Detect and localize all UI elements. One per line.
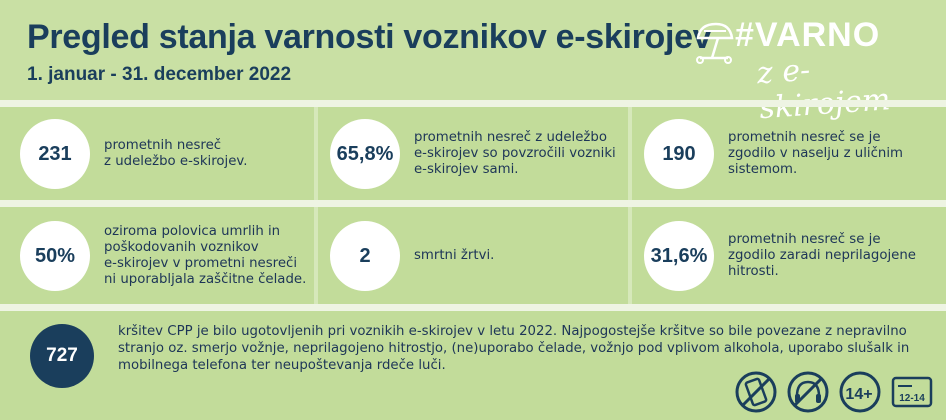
stat-description: prometnih nesreč se je zgodilo zaradi nep… <box>728 232 916 279</box>
stat-description: oziroma polovica umrlih in poškodovanih v… <box>104 224 307 287</box>
divider <box>0 200 946 207</box>
stat-description: smrtni žrtvi. <box>414 248 495 263</box>
stat-card: 190 prometnih nesreč se je zgodilo v nase… <box>644 108 939 200</box>
stat-card: 31,6% prometnih nesreč se je zgodilo zara… <box>644 210 939 302</box>
stat-value: 231 <box>20 119 90 189</box>
scooter-helmet-icon <box>696 22 734 64</box>
stat-card: 65,8% prometnih nesreč z udeležbo e-skiro… <box>330 108 625 200</box>
stat-value: 2 <box>330 221 400 291</box>
stat-description: prometnih nesreč se je zgodilo v naselju … <box>728 130 903 177</box>
divider <box>0 304 946 311</box>
stat-value: 190 <box>644 119 714 189</box>
prohibition-icons: 14+ 12-14 <box>734 370 934 414</box>
date-range: 1. januar - 31. december 2022 <box>27 64 292 85</box>
violations-description: kršitev CPP je bilo ugotovljenih pri voz… <box>118 324 910 373</box>
svg-text:12-14: 12-14 <box>899 393 925 404</box>
stat-card: 50% oziroma polovica umrlih in poškodovan… <box>20 210 314 302</box>
column-divider <box>628 207 632 304</box>
stat-card: 2 smrtni žrtvi. <box>330 210 625 302</box>
age-14-plus-icon: 14+ <box>839 371 881 413</box>
violations-count: 727 <box>30 324 94 388</box>
svg-text:14+: 14+ <box>845 386 872 403</box>
stat-card: 231 prometnih nesreč z udeležbo e-skiroje… <box>20 108 310 200</box>
column-divider <box>314 107 318 200</box>
phone-prohibited-icon <box>735 371 777 413</box>
varno-logo: #VARNO z e-skirojem <box>690 6 940 126</box>
header-banner: Pregled stanja varnosti voznikov e-skiro… <box>0 0 946 126</box>
page-title: Pregled stanja varnosti voznikov e-skiro… <box>27 18 712 56</box>
stat-value: 50% <box>20 221 90 291</box>
stat-value: 31,6% <box>644 221 714 291</box>
headphones-prohibited-icon <box>787 371 829 413</box>
license-12-14-icon: 12-14 <box>891 376 933 408</box>
logo-varno-text: #VARNO <box>735 16 881 54</box>
stat-description: prometnih nesreč z udeležbo e-skirojev so… <box>414 130 616 177</box>
column-divider <box>314 207 318 304</box>
stat-description: prometnih nesreč z udeležbo e-skirojev. <box>104 138 248 169</box>
divider <box>0 100 946 107</box>
stat-value: 65,8% <box>330 119 400 189</box>
column-divider <box>628 107 632 200</box>
